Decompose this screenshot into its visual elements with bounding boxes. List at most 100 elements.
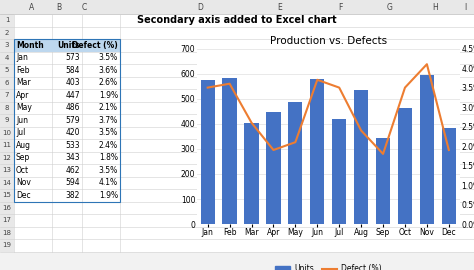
- Bar: [0, 0, 474, 14]
- Bar: [14, 39, 120, 52]
- Text: F: F: [338, 2, 342, 12]
- Text: 579: 579: [65, 116, 80, 125]
- Text: 8: 8: [5, 105, 9, 111]
- Text: D: D: [197, 2, 203, 12]
- Legend: Units, Defect (%): Units, Defect (%): [272, 261, 384, 270]
- Text: 4.1%: 4.1%: [99, 178, 118, 187]
- Bar: [245, 123, 259, 224]
- Text: 462: 462: [65, 166, 80, 175]
- Defect (%): [249, 121, 255, 124]
- Bar: [354, 90, 368, 224]
- Defect (%): [424, 63, 430, 66]
- Text: 1.9%: 1.9%: [99, 191, 118, 200]
- Defect (%): [271, 148, 276, 152]
- Text: 7: 7: [5, 92, 9, 98]
- Title: Production vs. Defects: Production vs. Defects: [270, 36, 387, 46]
- Text: Jan: Jan: [16, 53, 28, 62]
- Text: 343: 343: [65, 153, 80, 162]
- Defect (%): [205, 86, 210, 89]
- Bar: [310, 79, 324, 224]
- Text: Nov: Nov: [16, 178, 31, 187]
- Defect (%): [227, 82, 232, 85]
- Text: Secondary axis added to Excel chart: Secondary axis added to Excel chart: [137, 15, 337, 25]
- Text: Jun: Jun: [16, 116, 28, 125]
- Text: Sep: Sep: [16, 153, 30, 162]
- Text: 3.5%: 3.5%: [99, 53, 118, 62]
- Bar: [376, 138, 390, 224]
- Text: 3: 3: [5, 42, 9, 48]
- Text: 486: 486: [65, 103, 80, 112]
- Text: B: B: [56, 2, 62, 12]
- Bar: [398, 108, 412, 224]
- Text: 382: 382: [65, 191, 80, 200]
- Text: 2.6%: 2.6%: [99, 78, 118, 87]
- Text: May: May: [16, 103, 32, 112]
- Text: 15: 15: [2, 192, 11, 198]
- Text: Mar: Mar: [16, 78, 31, 87]
- Text: 3.6%: 3.6%: [99, 66, 118, 75]
- Text: I: I: [464, 2, 466, 12]
- Text: Month: Month: [16, 41, 44, 50]
- Text: 12: 12: [2, 155, 11, 161]
- Text: 447: 447: [65, 91, 80, 100]
- Text: 17: 17: [2, 217, 11, 223]
- Text: 2.4%: 2.4%: [99, 141, 118, 150]
- Bar: [420, 75, 434, 224]
- Text: Aug: Aug: [16, 141, 31, 150]
- Text: 1.8%: 1.8%: [99, 153, 118, 162]
- Bar: [0, 14, 14, 251]
- Text: 11: 11: [2, 142, 11, 148]
- Text: 14: 14: [2, 180, 11, 186]
- Text: 18: 18: [2, 230, 11, 236]
- Defect (%): [358, 129, 364, 132]
- Text: 403: 403: [65, 78, 80, 87]
- Text: 10: 10: [2, 130, 11, 136]
- Bar: [442, 128, 456, 224]
- Text: Feb: Feb: [16, 66, 29, 75]
- Text: 533: 533: [65, 141, 80, 150]
- Text: 6: 6: [5, 80, 9, 86]
- Text: Units: Units: [57, 41, 80, 50]
- Defect (%): [292, 141, 298, 144]
- Text: Oct: Oct: [16, 166, 29, 175]
- Text: Dec: Dec: [16, 191, 31, 200]
- Text: 19: 19: [2, 242, 11, 248]
- Text: 420: 420: [65, 128, 80, 137]
- Text: Defect (%): Defect (%): [72, 41, 118, 50]
- Text: 1.9%: 1.9%: [99, 91, 118, 100]
- Bar: [201, 80, 215, 224]
- Text: H: H: [432, 2, 438, 12]
- Text: 9: 9: [5, 117, 9, 123]
- Text: 3.7%: 3.7%: [99, 116, 118, 125]
- Text: 2: 2: [5, 30, 9, 36]
- Text: 573: 573: [65, 53, 80, 62]
- Text: G: G: [387, 2, 393, 12]
- Bar: [332, 119, 346, 224]
- Bar: [0, 14, 474, 251]
- Text: 2.1%: 2.1%: [99, 103, 118, 112]
- Defect (%): [402, 86, 408, 89]
- Text: E: E: [278, 2, 283, 12]
- Bar: [288, 102, 302, 224]
- Defect (%): [380, 152, 386, 156]
- Text: A: A: [29, 2, 35, 12]
- Text: Jul: Jul: [16, 128, 26, 137]
- Text: 13: 13: [2, 167, 11, 173]
- Text: 1: 1: [5, 17, 9, 23]
- Bar: [266, 112, 281, 224]
- Defect (%): [446, 148, 452, 152]
- Bar: [222, 78, 237, 224]
- Text: 594: 594: [65, 178, 80, 187]
- Text: Apr: Apr: [16, 91, 29, 100]
- Text: 3.5%: 3.5%: [99, 128, 118, 137]
- Bar: [14, 39, 120, 201]
- Text: C: C: [82, 2, 87, 12]
- Text: 584: 584: [65, 66, 80, 75]
- Defect (%): [337, 86, 342, 89]
- Defect (%): [314, 78, 320, 82]
- Text: 4: 4: [5, 55, 9, 61]
- Text: 3.5%: 3.5%: [99, 166, 118, 175]
- Text: 16: 16: [2, 205, 11, 211]
- Line: Defect (%): Defect (%): [208, 64, 449, 154]
- Text: 5: 5: [5, 67, 9, 73]
